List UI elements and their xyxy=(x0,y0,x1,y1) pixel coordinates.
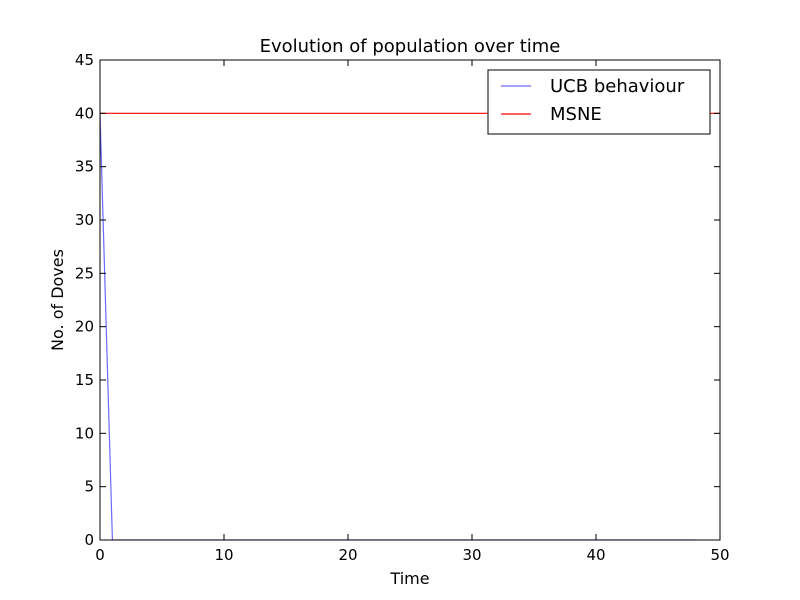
y-tick-label: 30 xyxy=(75,211,94,229)
series-line-1 xyxy=(100,113,696,540)
x-tick-label: 30 xyxy=(462,546,481,564)
x-tick-label: 10 xyxy=(214,546,233,564)
y-tick-label: 40 xyxy=(75,104,94,122)
x-tick-label: 0 xyxy=(95,546,105,564)
y-tick-label: 25 xyxy=(75,264,94,282)
y-tick-label: 0 xyxy=(84,531,94,549)
plot-area xyxy=(100,112,720,540)
plot-frame xyxy=(99,59,721,541)
y-tick-label: 35 xyxy=(75,158,94,176)
axes: 0 10 20 30 40 50 0 5 10 15 20 25 30 35 40 45 xyxy=(75,51,730,564)
y-tick-label: 5 xyxy=(84,478,94,496)
y-axis-label: No. of Doves xyxy=(48,249,67,351)
x-axis-label: Time xyxy=(389,569,429,588)
x-tick-label: 20 xyxy=(338,546,357,564)
legend-label: MSNE xyxy=(550,104,602,125)
x-tick-label: 50 xyxy=(710,546,729,564)
x-tick-label: 40 xyxy=(586,546,605,564)
y-tick-label: 45 xyxy=(75,51,94,69)
legend-box xyxy=(487,69,711,135)
legend: UCB behaviour MSNE xyxy=(487,69,711,135)
chart-title: Evolution of population over time xyxy=(260,36,561,57)
y-tick-label: 15 xyxy=(75,371,94,389)
legend-label: UCB behaviour xyxy=(550,76,685,97)
y-tick-label: 20 xyxy=(75,318,94,336)
y-tick-label: 10 xyxy=(75,424,94,442)
